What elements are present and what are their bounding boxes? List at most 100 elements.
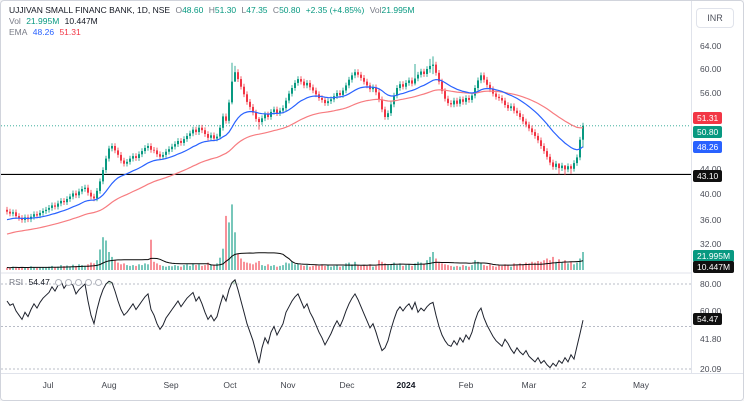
volume-bar <box>474 260 476 270</box>
volume-bar <box>225 215 227 270</box>
rsi-action-icon[interactable] <box>85 279 93 287</box>
volume-bar <box>150 239 152 270</box>
candle-body <box>366 81 368 86</box>
candle-body <box>540 140 542 146</box>
candle-body <box>561 165 563 169</box>
volume-bar <box>441 263 443 270</box>
candle-body <box>6 209 8 212</box>
volume-bar <box>459 266 461 270</box>
candle-body <box>480 75 482 81</box>
candle-body <box>459 99 461 104</box>
volume-bar <box>141 265 143 270</box>
candle-body <box>372 87 374 90</box>
time-axis[interactable]: Jul Aug Sep Oct Nov Dec 2024 Feb Mar 2 May <box>1 373 743 400</box>
rsi-action-icon[interactable] <box>55 279 63 287</box>
volume-bar <box>390 264 392 270</box>
volume-bar <box>180 266 182 270</box>
time-axis-label: Sep <box>163 380 179 390</box>
volume-bar <box>237 253 239 270</box>
candle-body <box>351 75 353 80</box>
candle-body <box>147 146 149 148</box>
volume-bar <box>501 265 503 270</box>
candle-body <box>516 110 518 114</box>
candle-body <box>102 170 104 182</box>
symbol-header[interactable]: UJJIVAN SMALL FINANC BANK, 1D, NSE O48.6… <box>9 5 418 15</box>
volume-bar <box>504 264 506 270</box>
volume-bar <box>255 262 257 270</box>
candle-body <box>471 95 473 100</box>
volume-bar <box>435 258 437 270</box>
candle-body <box>570 166 572 169</box>
candle-body <box>294 82 296 88</box>
volume-bar <box>489 264 491 270</box>
candle-body <box>51 205 53 208</box>
rsi-action-icon[interactable] <box>75 279 83 287</box>
volume-bar <box>93 263 95 270</box>
candle-body <box>177 141 179 145</box>
volume-bar <box>381 261 383 270</box>
volume-bar <box>33 267 35 270</box>
time-axis-label: Feb <box>458 380 474 390</box>
volume-bar <box>471 265 473 270</box>
volume-bar <box>258 261 260 270</box>
candle-body <box>273 109 275 112</box>
candle-body <box>231 81 233 103</box>
volume-bar <box>438 261 440 270</box>
volume-bar <box>243 261 245 270</box>
candle-body <box>108 148 110 159</box>
volume-bar <box>492 265 494 270</box>
candle-body <box>96 190 98 199</box>
volume-bar <box>573 264 575 270</box>
candle-body <box>240 79 242 87</box>
volume-bar <box>18 267 20 270</box>
price-axis-label: 56.00 <box>700 88 722 98</box>
candle-body <box>15 212 17 217</box>
volume-bar <box>129 265 131 270</box>
price-axis[interactable]: 64.00 60.00 56.00 44.00 40.00 36.00 32.00 80.00… <box>691 1 743 374</box>
candle-body <box>501 98 503 101</box>
rsi-legend[interactable]: RSI 54.47 <box>9 277 105 287</box>
volume-bar <box>240 258 242 270</box>
candle-body <box>195 129 197 133</box>
time-axis-label: Oct <box>223 380 237 390</box>
volume-bar <box>342 265 344 270</box>
candle-body <box>309 82 311 88</box>
volume-bar <box>204 265 206 270</box>
candle-body <box>336 93 338 97</box>
volume-bar <box>483 265 485 270</box>
candle-body <box>525 121 527 125</box>
candle-body <box>303 81 305 86</box>
candle-body <box>249 101 251 107</box>
price-axis-label: 60.00 <box>700 64 722 74</box>
candle-body <box>420 71 422 75</box>
volume-bar <box>147 264 149 270</box>
volume-bar <box>516 265 518 270</box>
volume-legend[interactable]: Vol 21.995M 10.447M <box>9 16 101 26</box>
candle-body <box>519 113 521 117</box>
candle-body <box>267 114 269 117</box>
candle-body <box>306 82 308 86</box>
candle-body <box>207 134 209 138</box>
ema-legend[interactable]: EMA 48.26 51.31 <box>9 27 84 37</box>
volume-bar <box>510 266 512 270</box>
currency-button[interactable]: INR <box>696 8 734 28</box>
rsi-action-icon[interactable] <box>95 279 103 287</box>
volume-bar <box>78 264 80 270</box>
volume-bar <box>468 266 470 270</box>
candle-body <box>390 104 392 114</box>
volume-bar <box>396 265 398 270</box>
candle-body <box>225 116 227 121</box>
time-axis-label: Aug <box>101 380 117 390</box>
candle-body <box>414 78 416 84</box>
volume-bar <box>369 264 371 270</box>
volume-bar <box>273 265 275 270</box>
volume-bar <box>63 266 65 270</box>
candle-body <box>300 79 302 82</box>
candle-body <box>45 209 47 212</box>
rsi-action-icon[interactable] <box>65 279 73 287</box>
candle-body <box>150 146 152 150</box>
close-label: C <box>272 5 280 15</box>
volume-bar <box>246 262 248 270</box>
